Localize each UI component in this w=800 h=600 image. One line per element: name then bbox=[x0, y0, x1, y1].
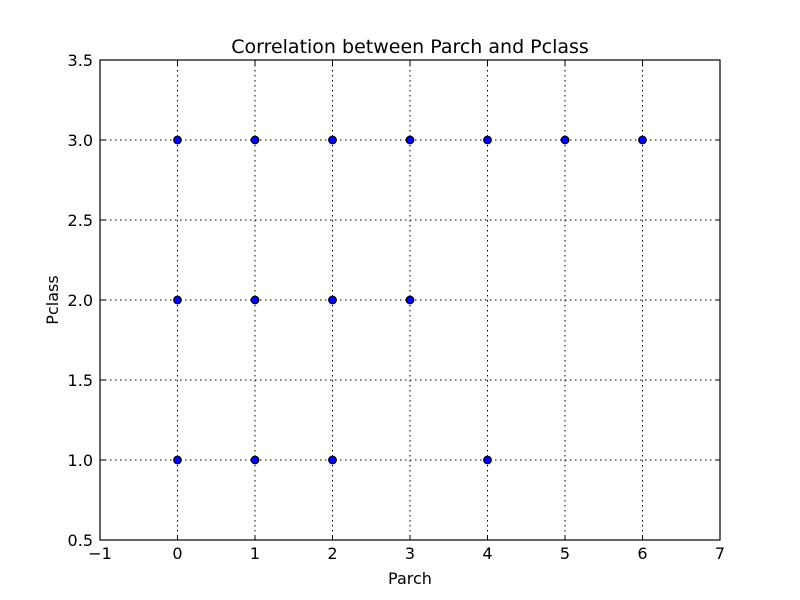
x-tick-label: 0 bbox=[172, 544, 182, 563]
data-point bbox=[250, 135, 260, 145]
data-point bbox=[328, 455, 337, 465]
x-tick-label: 1 bbox=[250, 544, 260, 563]
data-point bbox=[173, 295, 182, 305]
data-point bbox=[173, 455, 182, 465]
y-tick-label: 3.0 bbox=[68, 131, 93, 150]
y-tick-label: 3.5 bbox=[68, 51, 93, 70]
data-point bbox=[250, 295, 260, 305]
data-point bbox=[483, 135, 492, 145]
x-tick-label: 4 bbox=[482, 544, 492, 563]
y-tick-labels: 0.5 1.0 1.5 2.0 2.5 3.0 3.5 bbox=[68, 51, 93, 550]
chart-title: Correlation between Parch and Pclass bbox=[231, 36, 589, 58]
y-tick-label: 0.5 bbox=[68, 531, 93, 550]
x-tick-label: 6 bbox=[637, 544, 647, 563]
axis-ticks bbox=[99, 59, 721, 541]
y-tick-label: 1.5 bbox=[68, 371, 93, 390]
x-tick-labels: −1 0 1 2 3 4 5 6 7 bbox=[88, 544, 725, 563]
x-tick-label: −1 bbox=[88, 544, 112, 563]
data-point bbox=[250, 455, 260, 465]
data-point bbox=[328, 295, 337, 305]
x-tick-label: 3 bbox=[405, 544, 415, 563]
data-point bbox=[405, 135, 415, 145]
data-point bbox=[405, 295, 415, 305]
x-axis-label: Parch bbox=[388, 569, 432, 588]
y-tick-label: 2.0 bbox=[68, 291, 93, 310]
y-axis-label: Pclass bbox=[43, 275, 62, 324]
x-tick-label: 5 bbox=[560, 544, 570, 563]
data-point bbox=[560, 135, 570, 145]
data-point bbox=[483, 455, 492, 465]
y-tick-label: 2.5 bbox=[68, 211, 93, 230]
data-point bbox=[328, 135, 337, 145]
data-point bbox=[173, 135, 182, 145]
data-point bbox=[638, 135, 647, 145]
data-points bbox=[173, 135, 647, 465]
y-tick-label: 1.0 bbox=[68, 451, 93, 470]
x-tick-label: 2 bbox=[327, 544, 337, 563]
x-tick-label: 7 bbox=[715, 544, 725, 563]
